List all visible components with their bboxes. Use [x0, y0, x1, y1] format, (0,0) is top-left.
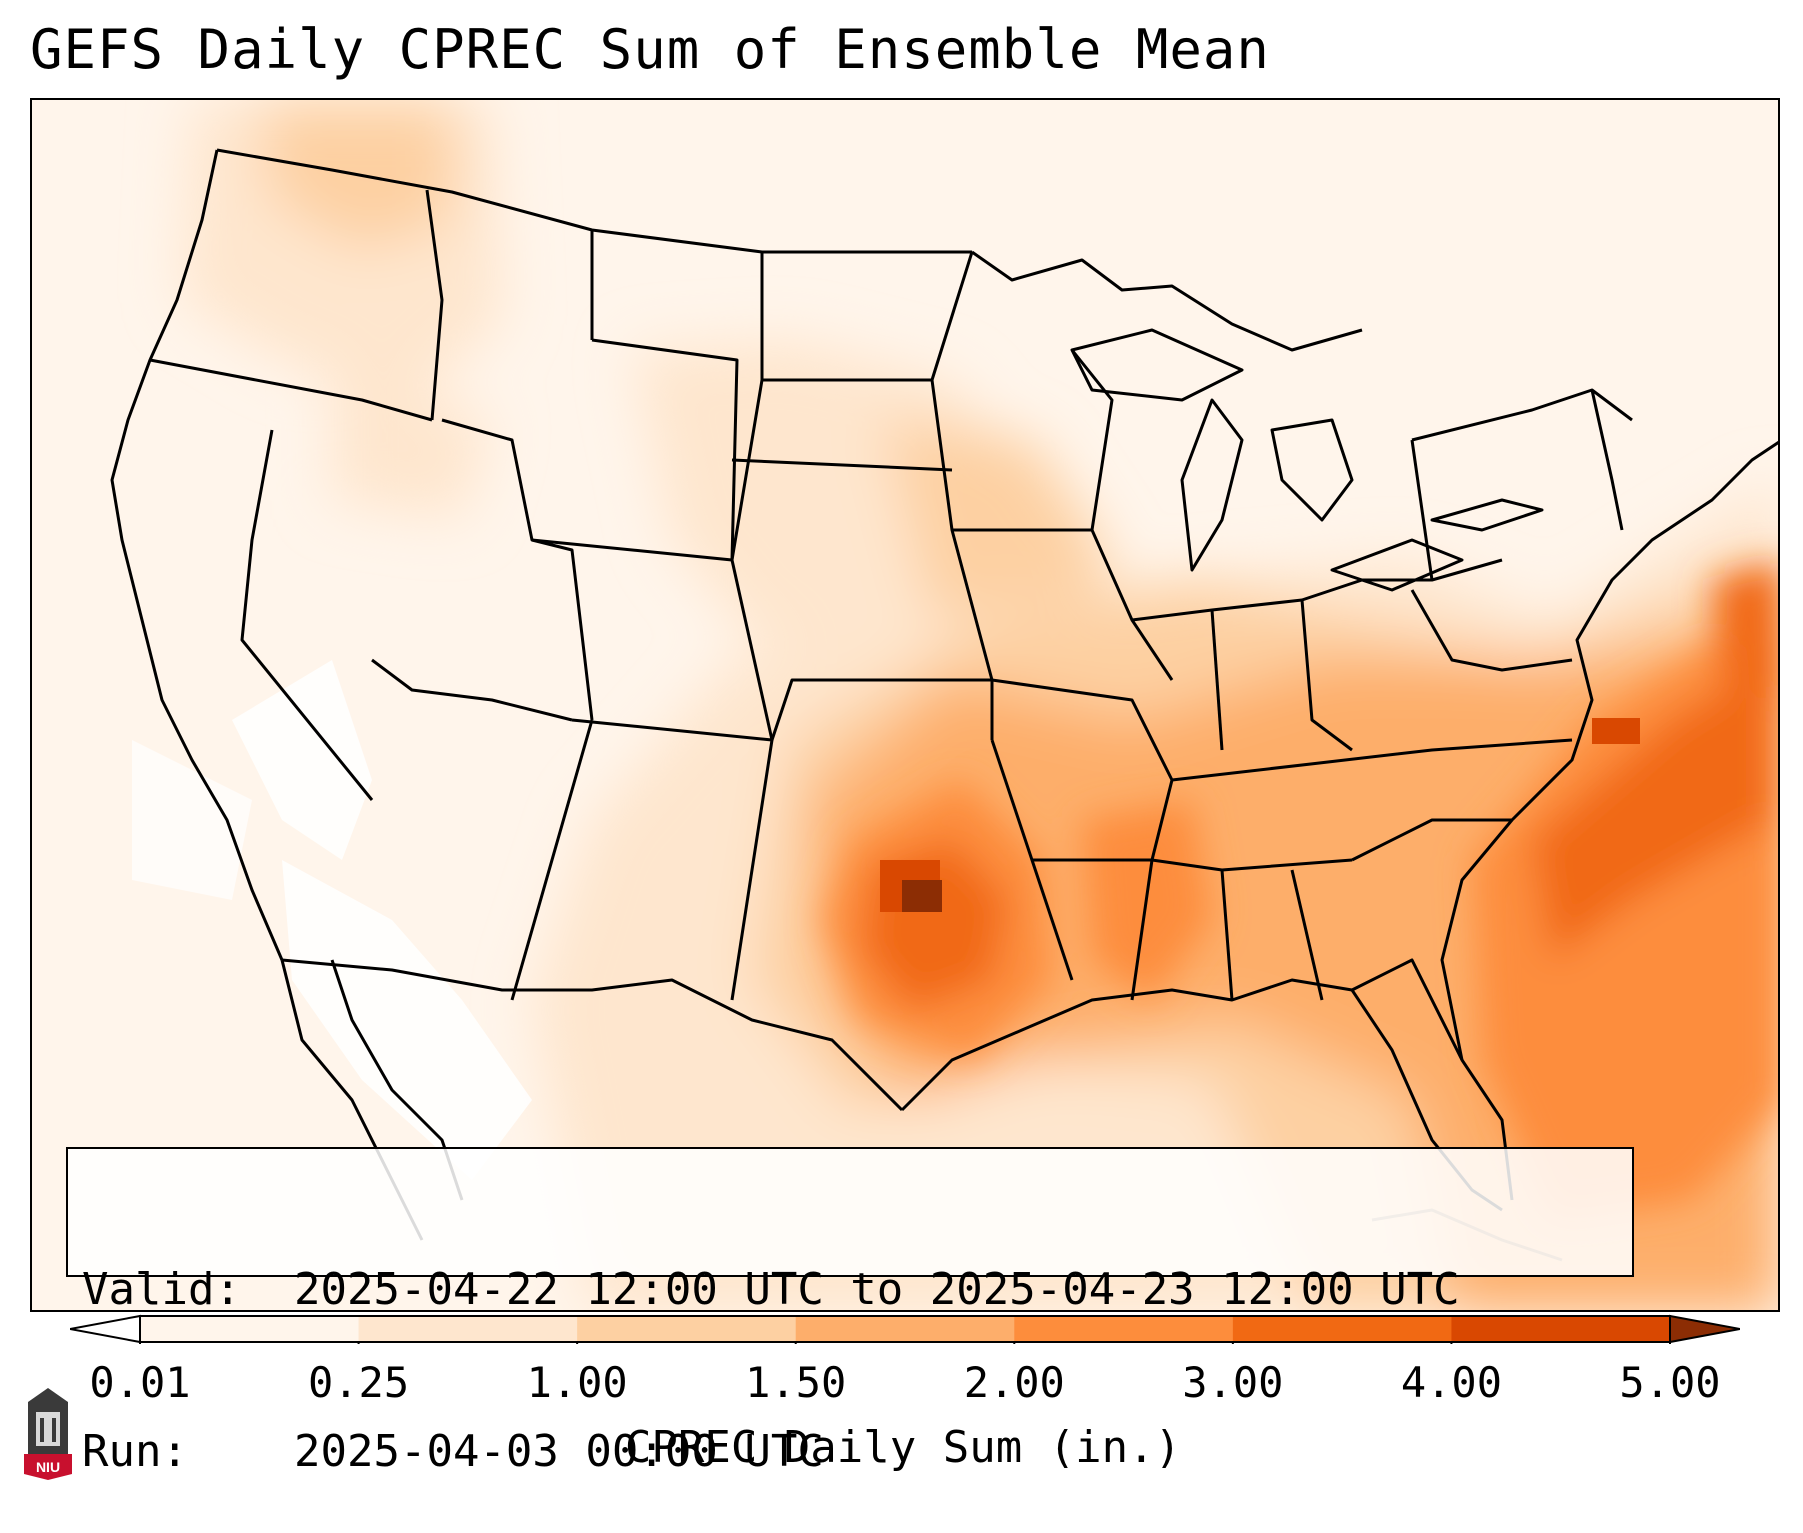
colorbar-segment [577, 1316, 797, 1342]
colorbar-tick-label: 4.00 [1400, 1358, 1502, 1407]
logo-text: NIU [36, 1459, 60, 1475]
valid-value: 2025-04-22 12:00 UTC to 2025-04-23 12:00… [294, 1264, 1460, 1315]
map-title: GEFS Daily CPREC Sum of Ensemble Mean [30, 18, 1270, 81]
colorbar-tick-label: 0.25 [307, 1358, 410, 1407]
colorbar-high-arrow [1669, 1314, 1740, 1344]
colorbar-tick-label: 1.00 [526, 1358, 628, 1407]
colorbar-segment [358, 1316, 578, 1342]
colorbar-outline [139, 1315, 1671, 1343]
colorbar-segment [1232, 1316, 1452, 1342]
run-label: Run: [82, 1426, 188, 1477]
precipitation-map [30, 98, 1780, 1312]
colorbar-tick-label: 3.00 [1182, 1358, 1284, 1407]
run-row: Run: 2025-04-03 00:00 UTC [82, 1425, 1618, 1479]
colorbar-segments [70, 1314, 1740, 1344]
colorbar-tick-label: 1.50 [745, 1358, 847, 1407]
colorbar-segment [140, 1316, 360, 1342]
colorbar-label: CPREC Daily Sum (in.) [624, 1422, 1182, 1473]
valid-label: Valid: [82, 1264, 241, 1315]
colorbar-segment [1451, 1316, 1671, 1342]
info-box: Valid: 2025-04-22 12:00 UTC to 2025-04-2… [66, 1147, 1634, 1477]
colorbar-segment [795, 1316, 1015, 1342]
valid-row: Valid: 2025-04-22 12:00 UTC to 2025-04-2… [82, 1263, 1618, 1317]
niu-logo: NIU [24, 1388, 72, 1480]
colorbar-segment [1014, 1316, 1234, 1342]
colorbar-tick-label: 5.00 [1619, 1358, 1721, 1407]
colorbar-tick-label: 2.00 [963, 1358, 1065, 1407]
run-value: 2025-04-03 00:00 UTC [294, 1426, 824, 1477]
colorbar-tick-label: 0.01 [89, 1358, 191, 1407]
colorbar-low-arrow [70, 1314, 141, 1344]
map-canvas [32, 100, 1778, 1310]
colorbar [70, 1314, 1740, 1344]
precip-field [32, 100, 1778, 1310]
